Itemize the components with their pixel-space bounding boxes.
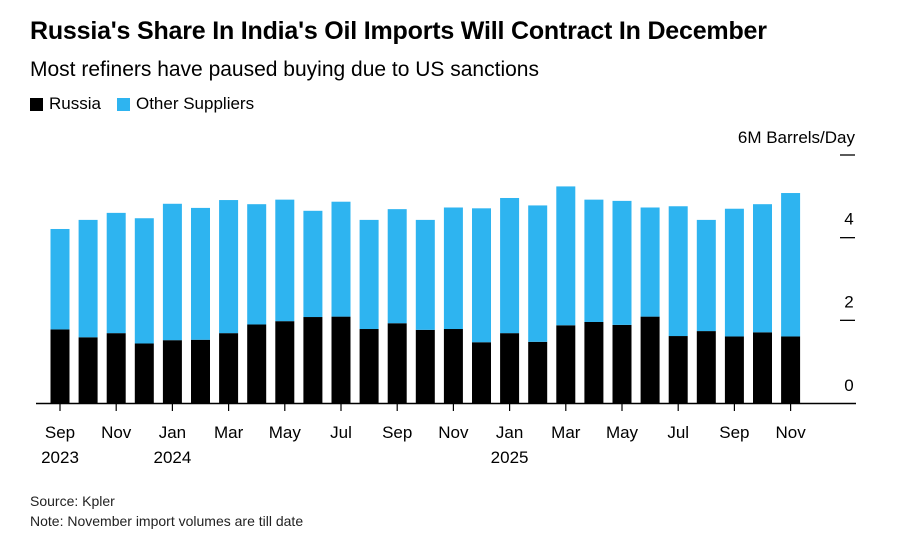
bar-other-suppliers (387, 209, 407, 324)
bar-other-suppliers (162, 203, 182, 341)
bar-other-suppliers (219, 200, 239, 334)
bar-russia (359, 329, 379, 403)
bar-other-suppliers (247, 204, 267, 325)
source-note: Source: Kpler (30, 493, 115, 509)
bar-other-suppliers (78, 219, 98, 338)
x-tick-label: Jan (496, 423, 523, 442)
x-tick-label: Mar (214, 423, 244, 442)
bar-russia (275, 321, 295, 403)
chart-subtitle: Most refiners have paused buying due to … (30, 58, 539, 81)
x-tick-label: Sep (382, 423, 412, 442)
x-tick-label: Mar (551, 423, 581, 442)
bar-russia (584, 321, 604, 403)
bar-other-suppliers (191, 207, 210, 340)
legend-label-russia: Russia (49, 94, 101, 113)
bar-other-suppliers (106, 212, 126, 334)
y-axis-label: 6M Barrels/Day (738, 128, 856, 147)
x-tick-label: Jul (330, 423, 352, 442)
y-tick-label: 4 (844, 210, 853, 229)
bar-russia (724, 336, 744, 403)
bar-other-suppliers (275, 199, 295, 322)
bar-russia (219, 333, 239, 403)
footnote: Note: November import volumes are till d… (30, 513, 304, 529)
x-tick-label: Sep (719, 423, 749, 442)
bar-other-suppliers (612, 200, 632, 325)
x-tick-label: May (606, 423, 639, 442)
y-tick-label: 0 (844, 376, 853, 395)
legend-swatch-other-suppliers (116, 97, 130, 111)
x-tick-year-label: 2025 (491, 448, 529, 467)
bar-russia (415, 329, 435, 403)
bar-other-suppliers (753, 204, 772, 333)
bar-russia (668, 336, 688, 403)
bar-russia (696, 331, 716, 403)
bar-other-suppliers (443, 207, 463, 330)
bar-russia (753, 332, 772, 403)
legend-item-other-suppliers: Other Suppliers (116, 94, 255, 114)
chart-title: Russia's Share In India's Oil Imports Wi… (30, 17, 767, 45)
bar-other-suppliers (303, 210, 323, 318)
bar-russia (50, 329, 70, 403)
legend-label-other-suppliers: Other Suppliers (135, 94, 255, 113)
bar-russia (303, 317, 323, 403)
bar-other-suppliers (415, 219, 435, 330)
bar-russia (472, 342, 491, 403)
bar-other-suppliers (696, 219, 716, 332)
bar-russia (500, 333, 520, 403)
bar-russia (191, 339, 210, 403)
legend-swatch-russia (30, 97, 43, 111)
bar-other-suppliers (500, 197, 520, 334)
bar-russia (78, 337, 98, 403)
x-tick-label: Nov (775, 423, 806, 442)
bar-russia (106, 333, 126, 403)
legend-item-russia: Russia (30, 94, 101, 114)
x-tick-year-label: 2023 (41, 448, 79, 467)
bar-other-suppliers (781, 193, 801, 337)
x-tick-label: May (269, 423, 302, 442)
bar-other-suppliers (640, 207, 660, 317)
bar-other-suppliers (528, 205, 548, 342)
bar-russia (640, 316, 660, 403)
legend: Russia Other Suppliers (30, 94, 270, 114)
bar-russia (387, 323, 407, 403)
x-tick-label: Nov (438, 423, 469, 442)
bar-russia (331, 316, 351, 403)
bar-russia (162, 340, 182, 403)
bar-other-suppliers (668, 206, 688, 337)
bar-russia (556, 325, 576, 403)
bar-russia (528, 341, 548, 403)
bar-russia (134, 343, 154, 403)
bar-other-suppliers (556, 186, 576, 326)
x-tick-year-label: 2024 (153, 448, 191, 467)
bar-russia (781, 336, 801, 403)
y-tick-label: 2 (844, 292, 853, 311)
bar-other-suppliers (584, 199, 604, 322)
bar-other-suppliers (50, 228, 70, 330)
bar-other-suppliers (359, 219, 379, 330)
bar-russia (612, 324, 632, 403)
x-tick-label: Jul (667, 423, 689, 442)
bar-other-suppliers (724, 208, 744, 337)
x-tick-label: Sep (45, 423, 75, 442)
x-tick-label: Nov (101, 423, 132, 442)
bar-other-suppliers (472, 208, 491, 343)
bar-other-suppliers (331, 201, 351, 317)
x-tick-label: Jan (159, 423, 186, 442)
bar-russia (443, 329, 463, 403)
bar-other-suppliers (134, 218, 154, 344)
bar-russia (247, 324, 267, 403)
